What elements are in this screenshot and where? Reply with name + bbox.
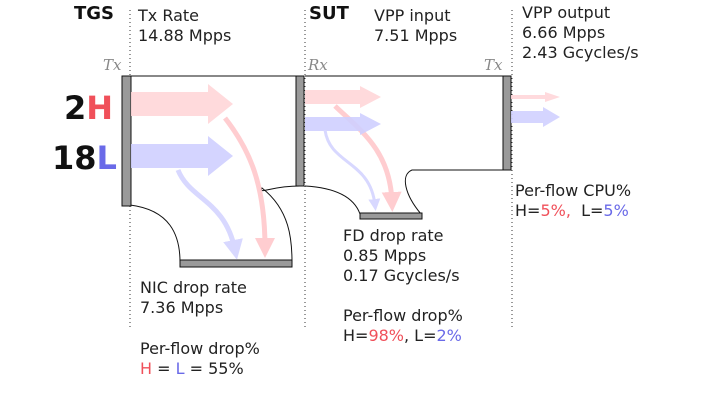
vpp-input-label: VPP input: [374, 6, 451, 25]
heavy-flow-tgs-arrow: [131, 84, 233, 124]
nic-drop-bar: [179, 259, 293, 268]
light-flow-letter: L: [96, 139, 117, 177]
tgs-drop-eq2: = 55%: [184, 359, 244, 378]
sut-drop-sep: , L=: [404, 326, 437, 345]
sut-drop-h-prefix: H=: [343, 326, 369, 345]
light-flow-output-arrow: [511, 107, 560, 127]
tgs-per-flow-drop-values: H = L = 55%: [140, 359, 244, 378]
light-flow-sut-arrow: [305, 113, 381, 135]
cpu-sep: L=: [570, 201, 604, 220]
nic-drop-value: 7.36 Mpps: [140, 298, 224, 317]
tgs-drop-h: H: [140, 359, 153, 378]
heavy-flow-nic-drop-curve: [223, 116, 275, 258]
fd-drop-label: FD drop rate: [343, 226, 444, 245]
fd-drop-bar: [359, 212, 423, 220]
sut-per-flow-drop-values: H=98%, L=2%: [343, 326, 462, 345]
light-flow-fd-drop-curve: [323, 129, 381, 211]
sut-per-flow-drop-label: Per-flow drop%: [343, 306, 463, 325]
heavy-flow-count: 2: [64, 89, 87, 127]
heavy-flow-output-arrow: [511, 92, 560, 102]
heavy-flow-fd-drop-curve: [333, 104, 402, 212]
heavy-flow-sut-arrow: [305, 86, 381, 108]
heavy-flow: [131, 84, 560, 258]
tgs-per-flow-drop-label: Per-flow drop%: [140, 339, 260, 358]
heavy-flow-label: 2H: [64, 91, 113, 125]
heavy-flow-letter: H: [86, 89, 114, 127]
tgs-tx-port-label: Tx: [103, 56, 122, 74]
per-flow-cpu-label: Per-flow CPU%: [515, 181, 632, 200]
vpp-input-value: 7.51 Mpps: [374, 26, 458, 45]
sut-rx-port-label: Rx: [308, 56, 328, 74]
tgs-title: TGS: [74, 3, 115, 24]
cpu-l-value: 5%: [603, 201, 629, 220]
vpp-output-mpps: 6.66 Mpps: [522, 23, 606, 42]
cpu-h-prefix: H=: [515, 201, 541, 220]
tx-rate-value: 14.88 Mpps: [138, 26, 232, 45]
tgs-drop-l: L: [175, 359, 185, 378]
tgs-drop-eq1: =: [152, 359, 176, 378]
sut-tx-port-label: Tx: [484, 56, 503, 74]
light-flow: [131, 107, 560, 260]
sut-drop-h-value: 98%: [368, 326, 404, 345]
fd-drop-mpps: 0.85 Mpps: [343, 246, 427, 265]
tgs-rx-side-bar: [295, 75, 305, 187]
sut-pipe-outline: [304, 75, 505, 215]
tgs-pipe-outline: [129, 75, 301, 263]
vpp-output-label: VPP output: [522, 3, 611, 22]
light-flow-count: 18: [52, 139, 97, 177]
light-flow-nic-drop-curve: [175, 168, 243, 260]
sut-drop-l-value: 2%: [436, 326, 462, 345]
tgs-tx-bar: [121, 75, 132, 207]
cpu-h-value: 5%,: [540, 201, 571, 220]
tx-rate-label: Tx Rate: [138, 6, 200, 25]
vpp-output-gcycles: 2.43 Gcycles/s: [522, 43, 639, 62]
sut-tx-bar: [502, 75, 512, 171]
fd-drop-gcycles: 0.17 Gcycles/s: [343, 266, 460, 285]
sut-title: SUT: [309, 3, 349, 24]
nic-drop-label: NIC drop rate: [140, 278, 247, 297]
per-flow-cpu-values: H=5%, L=5%: [515, 201, 629, 220]
light-flow-label: 18L: [52, 141, 117, 175]
light-flow-tgs-arrow: [131, 136, 233, 176]
